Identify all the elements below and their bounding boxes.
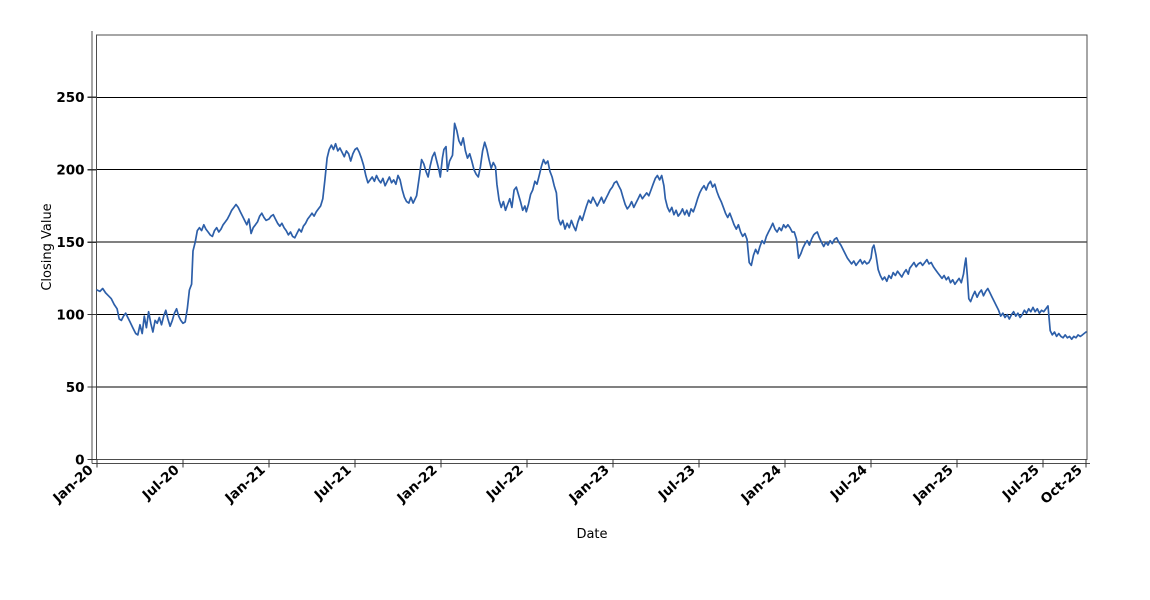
- axis-frame: [91, 31, 1090, 465]
- gridlines: [96, 96, 1087, 388]
- x-tick-label: Jul-21: [311, 462, 355, 504]
- y-axis-title: Closing Value: [40, 203, 55, 290]
- y-tick-label: 100: [56, 307, 84, 323]
- series-layer: [96, 122, 1087, 341]
- y-tick-label: 250: [56, 90, 84, 106]
- y-tick-label: 150: [56, 235, 84, 251]
- x-tick-label: Jul-22: [483, 462, 527, 504]
- y-axis-ticks: 0 50 100 150 200 250: [56, 90, 97, 468]
- x-tick-label: Jul-20: [139, 462, 183, 504]
- x-tick-label: Jan-22: [393, 462, 440, 507]
- x-tick-label: Jul-25: [999, 462, 1043, 504]
- x-tick-label: Oct-25: [1038, 462, 1086, 508]
- y-tick-label: 50: [66, 380, 85, 396]
- y-tick-label: 0: [75, 452, 84, 468]
- x-tick-label: Jul-23: [655, 462, 699, 504]
- x-axis-ticks: Jan-20 Jul-20 Jan-21 Jul-21 Jan-22 Jul-22 Jan-…: [49, 459, 1087, 508]
- x-tick-label: Jan-24: [737, 462, 784, 507]
- x-tick-label: Jan-25: [909, 462, 956, 507]
- x-tick-label: Jan-23: [565, 462, 612, 507]
- x-tick-label: Jul-24: [827, 462, 871, 504]
- x-axis-title: Date: [576, 527, 607, 542]
- series-line: [96, 122, 1087, 341]
- x-tick-label: Jan-20: [49, 462, 96, 507]
- y-tick-label: 200: [56, 163, 84, 179]
- plot-border: [95, 34, 1088, 461]
- x-tick-label: Jan-21: [221, 462, 268, 507]
